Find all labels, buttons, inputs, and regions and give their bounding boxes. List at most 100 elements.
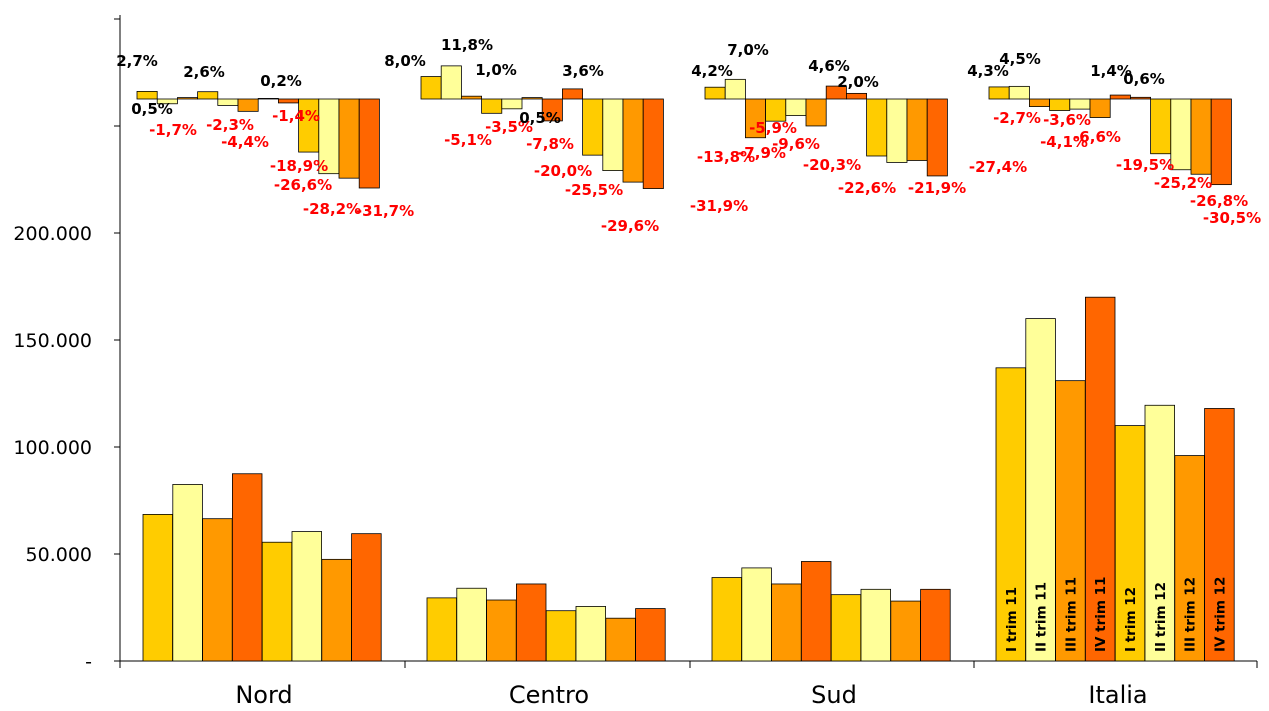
variation-bar [846, 92, 868, 100]
variation-data-label: 2,6% [183, 63, 225, 81]
bar [172, 484, 203, 662]
variation-data-label: -21,9% [908, 179, 966, 197]
variation-bar [805, 98, 827, 127]
variation-data-label: -5,1% [444, 131, 492, 149]
variation-bar [704, 86, 726, 100]
bar [1055, 380, 1086, 662]
variation-data-label: 0,2% [260, 72, 302, 90]
bar [1144, 404, 1176, 662]
bar [1174, 455, 1205, 662]
bar [575, 606, 607, 662]
y-tick-label: 200.000 [13, 223, 92, 245]
bar [711, 577, 743, 662]
variation-bar [440, 65, 462, 100]
bar [291, 531, 323, 662]
bar [456, 587, 487, 662]
variation-bar [1109, 94, 1131, 100]
bar [801, 561, 832, 662]
variation-bar [562, 88, 584, 100]
variation-data-label: -30,5% [1203, 209, 1261, 227]
variation-bar [1130, 96, 1152, 100]
bar [261, 541, 293, 662]
y-tick-label: 150.000 [13, 330, 92, 352]
x-category-label: Nord [235, 681, 292, 709]
variation-data-label: 4,6% [808, 57, 850, 75]
variation-bar [622, 98, 644, 183]
variation-bar [358, 98, 380, 189]
variation-data-label: -29,6% [601, 217, 659, 235]
variation-bar [217, 98, 239, 106]
x-category-label: Centro [509, 681, 589, 709]
variation-data-label: -4,4% [221, 133, 269, 151]
variation-bar [1190, 98, 1212, 175]
variation-bar [765, 98, 787, 122]
variation-data-label: -18,9% [270, 157, 328, 175]
bar-series-label: II trim 12 [1153, 582, 1169, 652]
variation-data-label: -7,9% [738, 144, 786, 162]
variation-data-label: 11,8% [441, 36, 493, 54]
variation-data-label: -2,3% [206, 116, 254, 134]
variation-data-label: -31,7% [356, 202, 414, 220]
bar [545, 610, 577, 662]
variation-bar [541, 98, 563, 122]
variation-data-label: -2,7% [993, 109, 1041, 127]
bar [920, 588, 951, 662]
bar [890, 600, 921, 662]
variation-data-label: -6,6% [1073, 128, 1121, 146]
bar-series-label: I trim 12 [1123, 587, 1139, 652]
bar-series-label: III trim 12 [1183, 577, 1199, 652]
x-category-label: Sud [811, 681, 857, 709]
variation-bar [501, 98, 523, 110]
variation-data-label: -19,5% [1116, 156, 1174, 174]
bar [830, 594, 862, 662]
variation-bar [825, 85, 847, 100]
variation-bar [785, 98, 807, 116]
bar-series-label: IV trim 11 [1093, 577, 1109, 652]
variation-bar [1210, 98, 1232, 186]
variation-data-label: -7,8% [526, 135, 574, 153]
variation-bar [277, 98, 299, 104]
variation-data-label: -3,6% [1043, 111, 1091, 129]
bar [1204, 408, 1235, 662]
variation-data-label: 8,0% [384, 52, 426, 70]
variation-bar [1089, 98, 1111, 118]
variation-data-label: 0,5% [519, 109, 561, 127]
variation-bar [988, 86, 1010, 100]
variation-data-label: -1,4% [272, 107, 320, 125]
variation-data-label: -1,7% [149, 121, 197, 139]
variation-bar [926, 98, 948, 177]
bar [635, 608, 666, 662]
variation-bar [521, 97, 543, 100]
variation-data-label: -13,8% [697, 148, 755, 166]
variation-bar [886, 98, 908, 163]
bar [351, 533, 382, 662]
variation-data-label: -22,6% [838, 179, 896, 197]
variation-bar [237, 98, 259, 112]
bar [202, 518, 233, 662]
variation-data-label: -9,6% [772, 135, 820, 153]
y-tick-label: 100.000 [13, 437, 92, 459]
variation-data-label: 3,6% [562, 62, 604, 80]
variation-bar [338, 98, 360, 179]
variation-data-label: -31,9% [690, 197, 748, 215]
bar [516, 583, 547, 662]
variation-bar [642, 98, 664, 189]
bar [426, 597, 458, 662]
bar [321, 558, 352, 662]
variation-bar [866, 98, 888, 157]
variation-data-label: -25,5% [565, 181, 623, 199]
variation-data-label: -5,9% [749, 119, 797, 137]
variation-data-label: -26,6% [274, 176, 332, 194]
bar-series-label: IV trim 12 [1212, 577, 1228, 652]
variation-data-label: 1,0% [475, 61, 517, 79]
variation-bar [906, 98, 928, 161]
variation-bar [136, 91, 158, 100]
bar-series-label: III trim 11 [1063, 577, 1079, 652]
variation-data-label: -25,2% [1154, 174, 1212, 192]
variation-bar [481, 98, 503, 114]
y-tick-label: 50.000 [26, 544, 92, 566]
bar [486, 599, 517, 662]
variation-bar [460, 95, 482, 100]
